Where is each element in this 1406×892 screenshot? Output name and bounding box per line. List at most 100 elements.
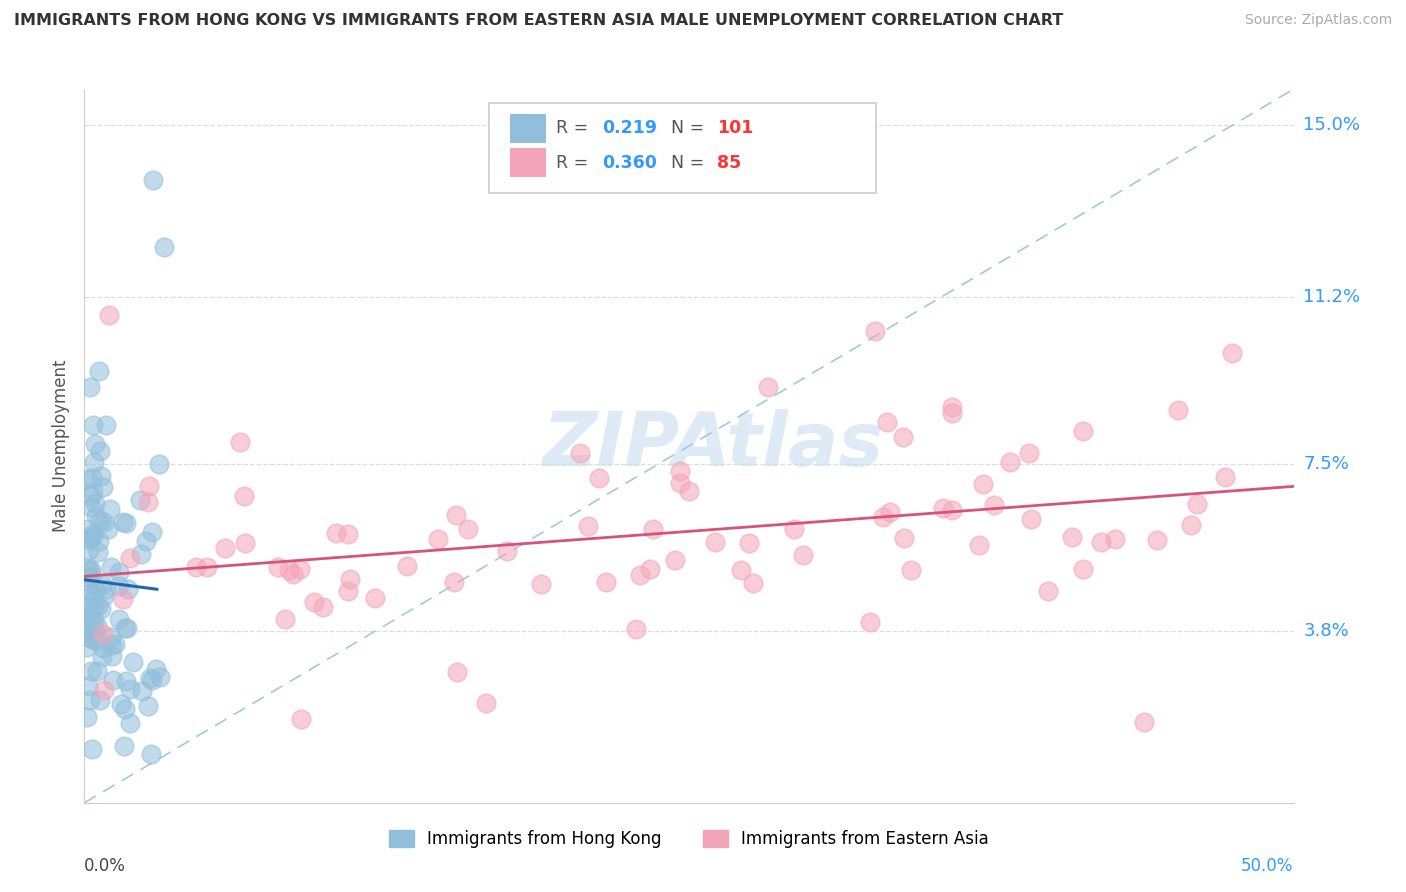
Point [97,308,120,322]
Point [96,582,118,596]
Point [232,489,254,503]
Point [83,589,105,603]
Point [76,561,98,575]
Point [80,586,103,600]
Point [141,524,163,539]
Point [90,601,112,615]
Point [89,692,111,706]
Point [118,551,141,566]
Point [876,415,898,429]
Point [76,627,98,641]
Text: 0.360: 0.360 [602,153,657,171]
Point [77,562,100,576]
Point [91,577,114,591]
Point [302,595,325,609]
Point [972,477,994,491]
Point [84,437,107,451]
Point [79,571,101,585]
Point [1038,583,1060,598]
Point [86,545,108,559]
Point [1104,532,1126,546]
Point [281,566,304,581]
Point [496,544,519,558]
Point [704,535,727,549]
Point [290,712,312,726]
Point [336,584,359,599]
Bar [510,114,547,143]
Point [76,612,98,626]
Point [93,589,115,603]
Text: 11.2%: 11.2% [1303,288,1361,306]
Point [112,515,135,529]
Point [98,502,121,516]
Point [89,443,111,458]
Point [115,674,138,689]
Point [233,535,256,549]
Point [82,632,104,647]
Point [457,522,479,536]
Point [1132,714,1154,729]
Point [998,455,1021,469]
Point [108,579,131,593]
Point [576,519,599,533]
Point [446,508,468,523]
Point [86,632,108,646]
Point [363,591,385,606]
Point [114,621,136,635]
Point [638,562,661,576]
Point [1060,530,1083,544]
Text: R =: R = [555,120,593,137]
Point [103,673,125,687]
Point [82,484,104,499]
Text: Source: ZipAtlas.com: Source: ZipAtlas.com [1244,13,1392,28]
Point [80,489,103,503]
Point [678,483,700,498]
Point [107,612,129,626]
Point [79,531,101,545]
Point [101,638,124,652]
Point [738,536,761,550]
Point [1167,402,1189,417]
Point [641,522,664,536]
Point [530,577,553,591]
Text: 85: 85 [717,153,741,171]
Point [214,541,236,556]
Point [891,430,914,444]
Point [82,741,104,756]
Point [396,559,419,574]
Point [77,600,100,615]
Point [87,599,110,613]
Point [91,627,114,641]
Point [89,514,111,528]
Point [76,574,98,589]
Point [82,470,104,484]
Text: ZIPAtlas: ZIPAtlas [543,409,884,483]
Point [135,533,157,548]
Point [1213,470,1236,484]
Point [139,747,162,762]
Point [86,664,108,678]
Point [879,505,901,519]
Point [82,417,104,432]
Point [626,622,648,636]
Point [80,611,103,625]
Point [1185,497,1208,511]
Text: N =: N = [671,153,710,171]
Point [274,612,297,626]
Point [1090,535,1112,549]
Point [83,455,105,469]
Text: N =: N = [671,120,710,137]
Point [756,380,779,394]
Point [77,543,100,558]
Point [941,406,963,420]
Point [80,500,103,515]
Point [588,471,610,485]
Point [138,478,160,492]
Point [76,533,98,547]
Point [568,446,591,460]
Point [1018,446,1040,460]
Point [595,575,617,590]
Text: R =: R = [555,153,593,171]
Point [115,516,138,530]
Point [628,568,651,582]
